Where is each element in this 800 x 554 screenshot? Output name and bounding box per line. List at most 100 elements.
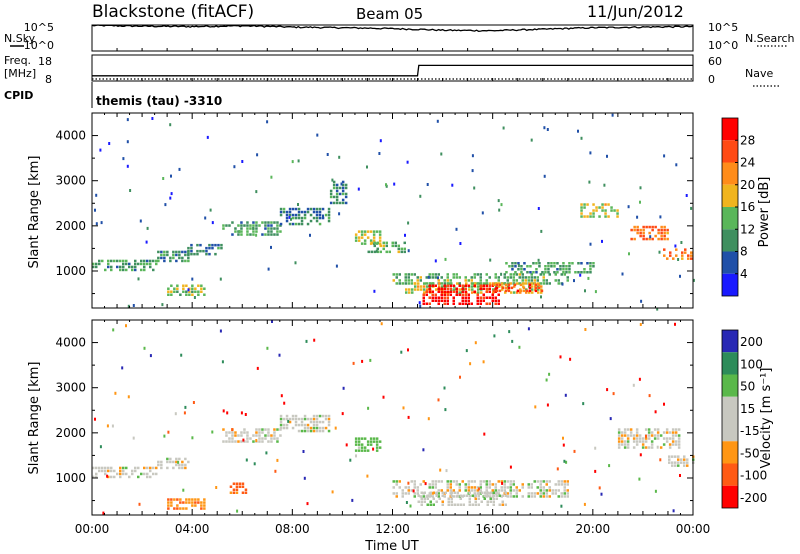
data-cell <box>191 287 194 290</box>
scatter-cell <box>546 403 549 407</box>
data-cell <box>566 489 569 492</box>
data-cell <box>429 500 432 503</box>
data-cell <box>422 296 425 299</box>
data-cell <box>378 233 382 236</box>
scatter-cell <box>174 412 177 416</box>
data-cell <box>671 455 674 458</box>
data-cell <box>279 207 283 211</box>
data-cell <box>329 192 333 196</box>
data-cell <box>267 224 270 227</box>
scatter-cell <box>222 409 225 413</box>
data-cell <box>375 440 379 443</box>
data-cell <box>437 480 440 483</box>
data-cell <box>506 276 509 279</box>
data-cell <box>203 498 206 501</box>
data-cell <box>137 475 140 479</box>
data-cell <box>623 431 627 434</box>
data-cell <box>489 282 492 285</box>
data-cell <box>92 262 95 266</box>
data-cell <box>128 262 131 266</box>
data-cell <box>551 489 554 492</box>
data-cell <box>134 268 137 272</box>
data-cell <box>234 227 237 230</box>
data-cell <box>432 491 435 494</box>
data-cell <box>494 489 497 492</box>
data-cell <box>391 244 394 248</box>
data-cell <box>440 282 443 285</box>
data-cell <box>420 491 423 494</box>
scatter-cell <box>211 430 214 434</box>
data-cell <box>547 271 550 274</box>
data-cell <box>360 443 364 446</box>
data-cell <box>545 489 548 492</box>
data-cell <box>514 265 517 268</box>
data-cell <box>504 286 508 290</box>
data-cell <box>566 480 569 483</box>
scatter-cell <box>204 216 207 220</box>
data-cell <box>683 455 686 458</box>
scatter-cell <box>589 151 592 155</box>
data-cell <box>231 437 234 440</box>
data-cell <box>589 271 592 274</box>
data-cell <box>367 250 370 254</box>
scatter-cell <box>170 174 172 178</box>
data-cell <box>264 437 267 440</box>
data-cell <box>514 271 517 274</box>
data-cell <box>437 302 440 305</box>
data-cell <box>98 466 101 470</box>
data-cell <box>258 224 261 227</box>
data-cell <box>467 296 470 299</box>
data-cell <box>187 249 190 253</box>
data-cell <box>485 483 488 486</box>
data-cell <box>382 241 385 245</box>
data-cell <box>167 290 170 293</box>
data-cell <box>318 414 322 418</box>
data-cell <box>285 417 289 421</box>
data-cell <box>656 428 660 431</box>
data-cell <box>160 466 163 470</box>
data-cell <box>491 489 494 492</box>
data-cell <box>492 291 495 294</box>
scatter-cell <box>193 296 196 299</box>
data-cell <box>312 420 316 424</box>
scatter-cell <box>412 489 415 493</box>
data-cell <box>372 230 376 233</box>
data-cell <box>431 483 434 486</box>
data-cell <box>282 423 286 427</box>
data-cell <box>458 486 461 489</box>
data-cell <box>492 289 496 293</box>
data-cell <box>179 293 182 296</box>
data-cell <box>378 446 382 449</box>
data-cell <box>282 210 286 214</box>
data-cell <box>504 494 507 497</box>
data-cell <box>303 429 307 433</box>
data-cell <box>539 273 542 276</box>
data-cell <box>524 279 527 282</box>
data-cell <box>681 254 684 257</box>
data-cell <box>467 486 470 489</box>
data-cell <box>508 265 511 268</box>
data-cell <box>166 460 169 464</box>
scatter-cell <box>280 394 283 398</box>
data-cell <box>425 302 428 305</box>
data-cell <box>511 262 514 265</box>
data-cell <box>465 282 468 285</box>
data-cell <box>446 299 449 302</box>
data-cell <box>501 285 504 288</box>
data-cell <box>528 285 531 288</box>
scatter-cell <box>548 372 551 376</box>
data-cell <box>525 288 528 291</box>
data-cell <box>344 192 348 196</box>
data-cell <box>422 302 425 305</box>
data-cell <box>491 296 494 299</box>
data-cell <box>191 293 194 296</box>
data-cell <box>246 434 249 437</box>
data-cell <box>431 290 434 293</box>
velocity-colorbar-tick-label: -200 <box>740 491 767 505</box>
data-cell <box>636 225 639 229</box>
data-cell <box>482 296 485 299</box>
range-tick-label: 2000 <box>55 219 86 233</box>
data-cell <box>452 302 455 305</box>
data-cell <box>267 440 270 443</box>
data-cell <box>312 216 316 220</box>
